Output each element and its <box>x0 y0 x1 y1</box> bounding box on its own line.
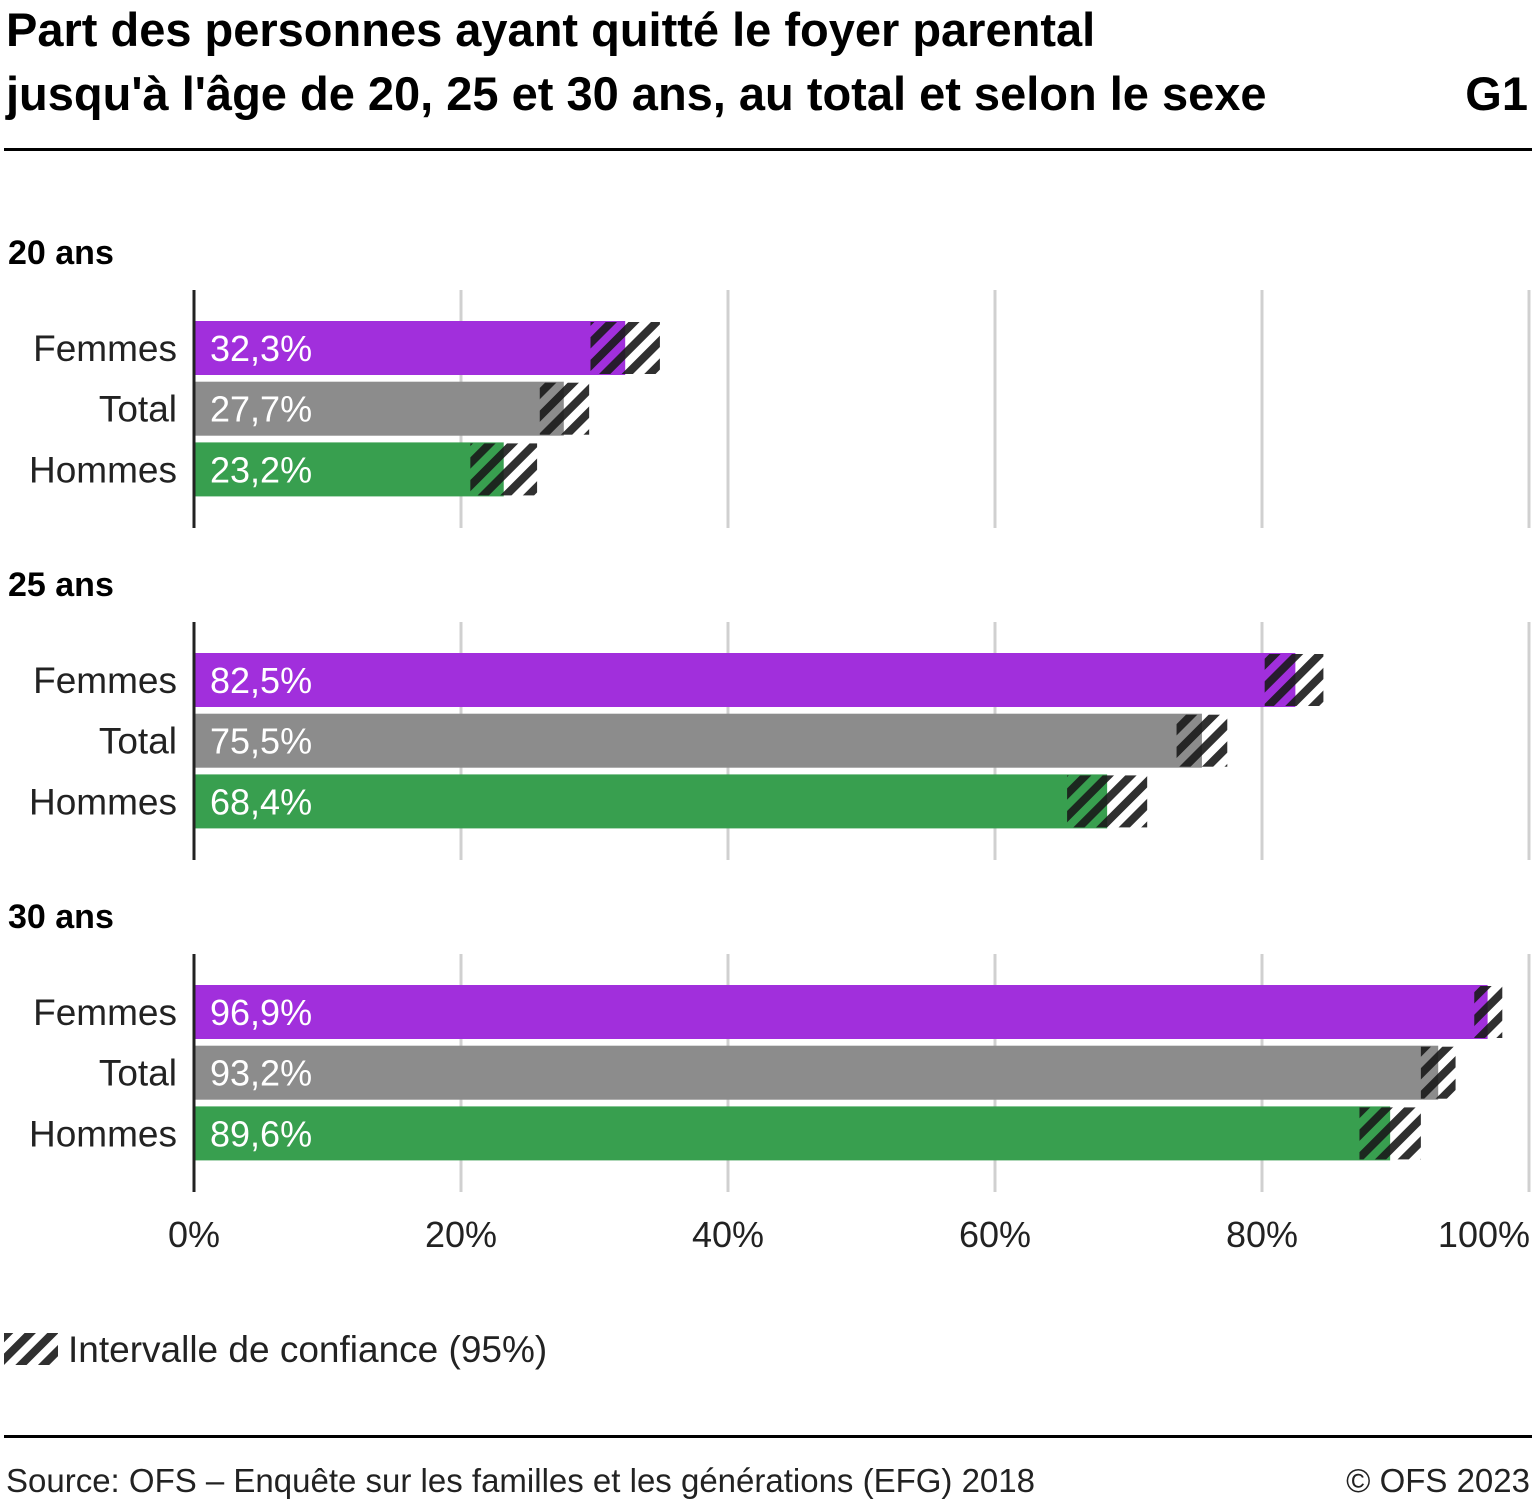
panel-25-ans: 25 ans Femmes 82,5% Total 75,5% Hommes 68,4% <box>8 566 1531 860</box>
value-label: 32,3% <box>210 328 312 369</box>
value-label: 96,9% <box>210 992 312 1033</box>
panel-label: 30 ans <box>8 898 114 936</box>
chart-title-line1: Part des personnes ayant quitté le foyer… <box>6 3 1095 56</box>
legend-hatch-swatch <box>4 1333 58 1365</box>
x-tick-label: 40% <box>692 1214 764 1255</box>
confidence-interval <box>1176 714 1228 767</box>
value-label: 93,2% <box>210 1053 312 1094</box>
panel-label: 25 ans <box>8 566 114 604</box>
category-label: Total <box>99 1053 177 1094</box>
value-label: 82,5% <box>210 660 312 701</box>
bar-femmes <box>194 653 1296 707</box>
category-label: Femmes <box>33 660 177 701</box>
graph-id: G1 <box>1465 67 1528 120</box>
confidence-interval <box>590 322 660 374</box>
confidence-interval <box>539 382 590 435</box>
confidence-interval <box>470 443 538 496</box>
title-rule <box>4 148 1532 151</box>
bar-hommes <box>194 1106 1391 1161</box>
category-label: Femmes <box>33 328 177 369</box>
category-label: Hommes <box>29 449 177 490</box>
panel-20-ans: 20 ans Femmes 32,3% Total 27,7% Hommes 23,2% <box>8 234 1531 528</box>
panel-label: 20 ans <box>8 234 114 272</box>
bar-total <box>194 713 1202 768</box>
category-label: Femmes <box>33 992 177 1033</box>
bar-femmes <box>194 985 1488 1039</box>
x-tick-label: 60% <box>959 1214 1031 1255</box>
legend-label: Intervalle de confiance (95%) <box>68 1329 547 1370</box>
chart-title-line2: jusqu'à l'âge de 20, 25 et 30 ans, au to… <box>5 67 1267 120</box>
confidence-interval <box>1067 775 1148 828</box>
x-axis-ticks: 0% 20% 40% 60% 80% 100% <box>168 1214 1530 1255</box>
x-tick-label: 20% <box>425 1214 497 1255</box>
bar-femmes <box>194 321 626 375</box>
bar-hommes <box>194 774 1108 829</box>
confidence-interval <box>1474 986 1503 1038</box>
category-label: Hommes <box>29 1113 177 1154</box>
panel-30-ans: 30 ans Femmes 96,9% Total 93,2% Hommes 89,6% <box>8 898 1531 1192</box>
confidence-interval <box>1420 1046 1456 1099</box>
bar-hommes <box>194 442 504 497</box>
category-label: Hommes <box>29 781 177 822</box>
source-note: Source: OFS – Enquête sur les familles e… <box>6 1462 1035 1499</box>
value-label: 27,7% <box>210 389 312 430</box>
bar-total <box>194 1045 1439 1100</box>
confidence-interval <box>1359 1107 1421 1160</box>
x-tick-label: 100% <box>1438 1214 1530 1255</box>
footer-rule <box>4 1435 1532 1438</box>
plot-area: 20 ans Femmes 32,3% Total 27,7% Hommes 23,2% 25… <box>8 234 1531 1192</box>
copyright: © OFS 2023 <box>1346 1462 1530 1499</box>
value-label: 68,4% <box>210 781 312 822</box>
confidence-interval <box>1264 654 1324 706</box>
value-label: 89,6% <box>210 1113 312 1154</box>
x-tick-label: 0% <box>168 1214 220 1255</box>
x-tick-label: 80% <box>1226 1214 1298 1255</box>
bar-total <box>194 381 564 436</box>
category-label: Total <box>99 389 177 430</box>
legend: Intervalle de confiance (95%) <box>4 1329 547 1370</box>
category-label: Total <box>99 721 177 762</box>
value-label: 75,5% <box>210 721 312 762</box>
value-label: 23,2% <box>210 449 312 490</box>
